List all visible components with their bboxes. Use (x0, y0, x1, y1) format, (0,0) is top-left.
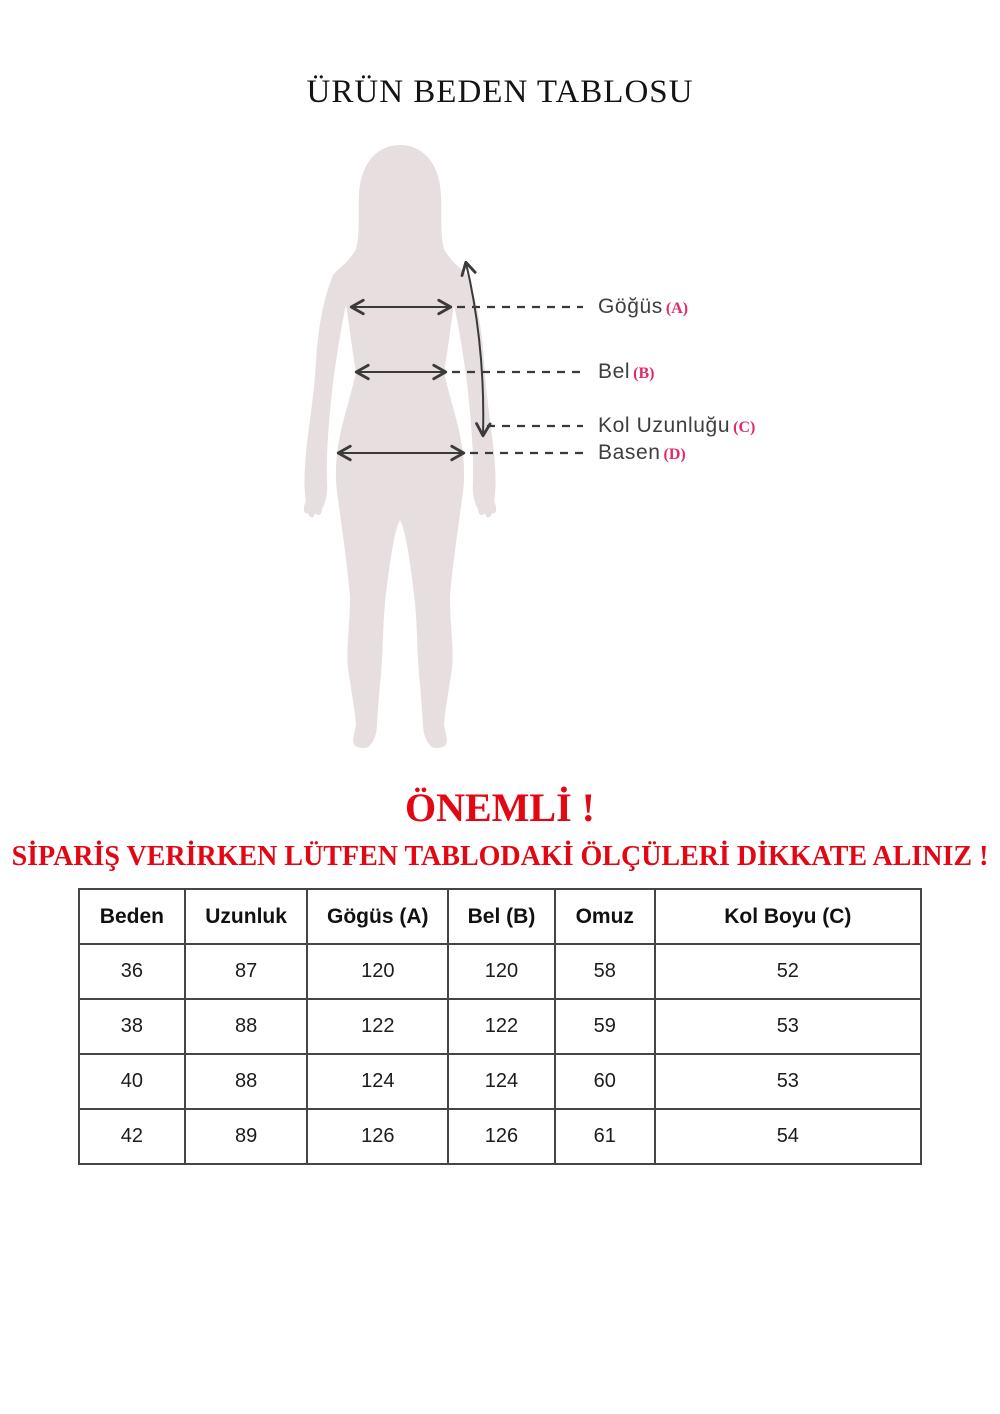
measurement-label-arm-length: Kol Uzunluğu (C) (598, 414, 755, 440)
table-cell: 52 (653, 943, 923, 1000)
measurement-name: Kol Uzunluğu (598, 414, 731, 437)
table-cell: 36 (78, 943, 186, 1000)
table-cell: 42 (78, 1108, 186, 1165)
table-cell: 88 (183, 998, 309, 1055)
size-row-38: 38 88 122 122 59 53 (78, 998, 923, 1055)
table-cell: 122 (306, 998, 450, 1055)
measurement-label-chest: Göğüs (A) (598, 295, 688, 321)
measurement-name: Bel (598, 360, 631, 383)
table-cell: 40 (78, 1053, 186, 1110)
column-header-gogus: Gögüs (A) (306, 888, 450, 945)
size-table-header-row: Beden Uzunluk Gögüs (A) Bel (B) Omuz Kol… (78, 888, 923, 945)
column-header-uzunluk: Uzunluk (183, 888, 309, 945)
column-header-beden: Beden (78, 888, 186, 945)
table-cell: 53 (653, 1053, 923, 1110)
measurement-diagram: Göğüs (A) Bel (B) Kol Uzunluğu (C) Basen (D) (280, 135, 755, 760)
table-cell: 53 (653, 998, 923, 1055)
table-cell: 58 (553, 943, 656, 1000)
measurement-name: Göğüs (598, 295, 663, 318)
table-cell: 124 (306, 1053, 450, 1110)
table-cell: 122 (447, 998, 556, 1055)
table-cell: 54 (653, 1108, 923, 1165)
size-row-42: 42 89 126 126 61 54 (78, 1108, 923, 1165)
measurement-letter: (A) (665, 300, 689, 317)
table-cell: 87 (183, 943, 309, 1000)
important-heading: ÖNEMLİ ! (405, 785, 595, 830)
table-cell: 126 (306, 1108, 450, 1165)
page-title: ÜRÜN BEDEN TABLOSU (306, 74, 694, 110)
arm-length-measure-arrow (460, 260, 492, 438)
measurement-name: Basen (598, 441, 661, 464)
measurement-letter: (D) (663, 446, 686, 463)
table-cell: 89 (183, 1108, 309, 1165)
table-cell: 61 (553, 1108, 656, 1165)
table-cell: 59 (553, 998, 656, 1055)
measurement-label-waist: Bel (B) (598, 360, 654, 386)
table-cell: 88 (183, 1053, 309, 1110)
important-note: SİPARİŞ VERİRKEN LÜTFEN TABLODAKİ ÖLÇÜLE… (11, 841, 989, 872)
size-row-40: 40 88 124 124 60 53 (78, 1053, 923, 1110)
size-table: Beden Uzunluk Gögüs (A) Bel (B) Omuz Kol… (78, 888, 923, 1165)
female-body-silhouette (303, 145, 497, 748)
table-cell: 124 (447, 1053, 556, 1110)
table-cell: 120 (447, 943, 556, 1000)
column-header-omuz: Omuz (553, 888, 656, 945)
size-row-36: 36 87 120 120 58 52 (78, 943, 923, 1000)
body-silhouette-graphic (303, 145, 583, 748)
measurement-letter: (B) (633, 365, 655, 382)
table-cell: 120 (306, 943, 450, 1000)
column-header-kol-boyu: Kol Boyu (C) (653, 888, 923, 945)
table-cell: 126 (447, 1108, 556, 1165)
table-cell: 60 (553, 1053, 656, 1110)
column-header-bel: Bel (B) (447, 888, 556, 945)
measurement-label-hip: Basen (D) (598, 441, 686, 467)
table-cell: 38 (78, 998, 186, 1055)
measurement-letter: (C) (733, 419, 756, 436)
